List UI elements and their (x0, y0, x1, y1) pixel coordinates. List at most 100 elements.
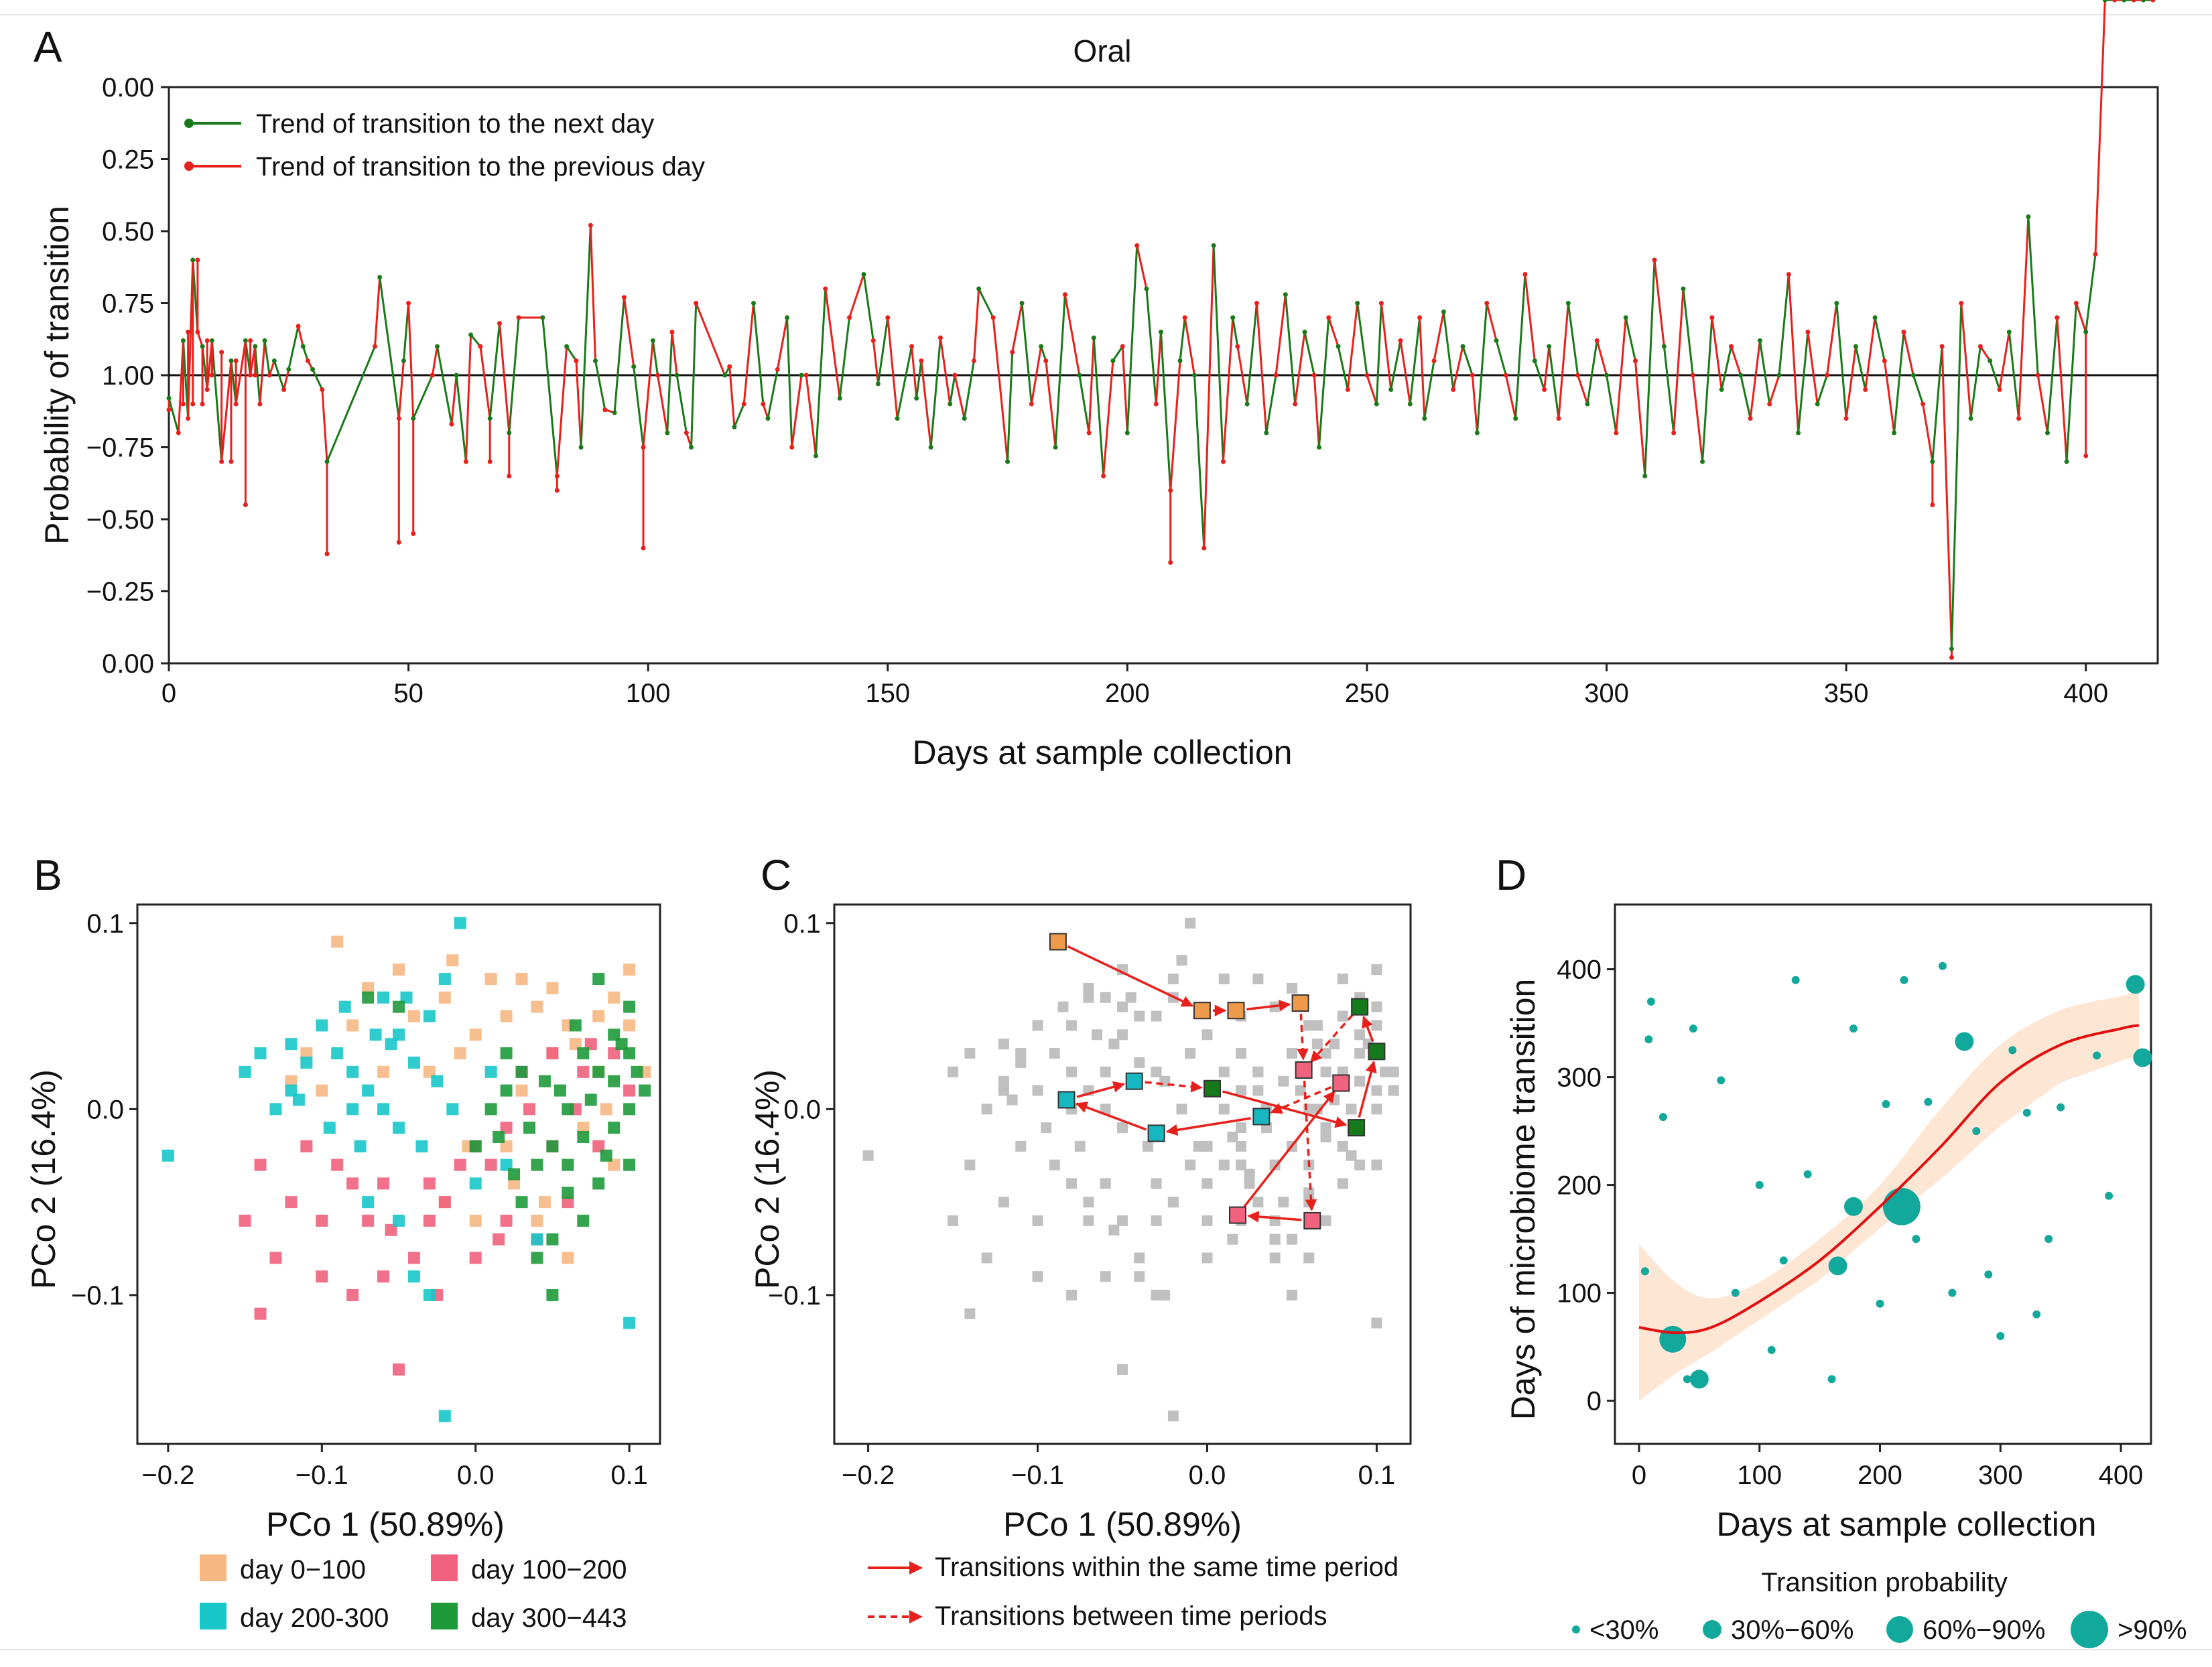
next-day-point (1460, 344, 1466, 349)
background-point (1278, 1075, 1289, 1087)
data-point (500, 1047, 513, 1060)
y-tick-label: 300 (1557, 1063, 1602, 1093)
next-day-point (487, 416, 493, 421)
series-segment (1577, 375, 1589, 405)
next-day-point (1503, 373, 1508, 378)
series-segment (1969, 346, 1981, 419)
series-segment (498, 323, 511, 434)
next-day-point (1134, 243, 1140, 248)
legend-label: day 100−200 (471, 1555, 627, 1585)
background-point (1015, 1057, 1027, 1068)
transition-arrow (1165, 1117, 1251, 1136)
next-day-point (674, 373, 679, 378)
x-tick-label: 400 (2099, 1461, 2144, 1490)
data-point (2057, 1103, 2065, 1112)
background-point (1388, 1085, 1399, 1096)
next-day-point (919, 358, 924, 363)
series-segment (1673, 288, 1685, 434)
transition-arrow (1303, 1080, 1317, 1211)
x-tick-label: 100 (1737, 1461, 1782, 1490)
previous-day-point (411, 531, 416, 536)
background-point (1303, 1187, 1315, 1199)
next-day-point (2073, 301, 2079, 306)
next-day-point (516, 315, 521, 320)
data-point (592, 1010, 605, 1022)
background-point (1057, 1001, 1069, 1012)
data-point (515, 1084, 528, 1097)
series-segment (1112, 346, 1124, 362)
data-point (438, 1196, 451, 1209)
data-point (1900, 976, 1908, 984)
y-tick-label: 200 (1557, 1171, 1602, 1201)
series-segment (283, 369, 290, 390)
x-tick-label: −0.2 (842, 1461, 895, 1490)
legend-title: Transition probability (1761, 1568, 2008, 1597)
data-point (1849, 1024, 1858, 1033)
series-segment (2065, 303, 2077, 462)
next-day-point (1853, 344, 1858, 349)
series-segment (464, 334, 472, 462)
next-day-point (813, 453, 818, 458)
data-point (584, 1093, 597, 1106)
next-day-point (1834, 301, 1839, 306)
data-point (1791, 976, 1800, 984)
panel-c-frame (833, 903, 1412, 1445)
data-point (500, 1084, 513, 1097)
data-point (377, 1103, 390, 1116)
series-segment (402, 303, 410, 361)
next-day-point (1513, 416, 1518, 421)
background-point (1236, 1140, 1247, 1152)
data-point (407, 1270, 420, 1283)
background-point (981, 1104, 992, 1115)
data-point (546, 1047, 559, 1060)
transition-arrow (1247, 1211, 1302, 1223)
y-tick-label: −0.25 (86, 578, 154, 607)
next-day-point (377, 275, 383, 280)
next-day-point (1709, 315, 1715, 320)
next-day-point (621, 295, 627, 300)
x-tick-label: 0 (1632, 1461, 1646, 1490)
series-segment (1998, 332, 2010, 390)
series-segment (1203, 245, 1215, 549)
data-point (1955, 1032, 1974, 1051)
next-day-point (204, 387, 210, 392)
series-segment (1155, 332, 1162, 405)
y-tick-label: 0 (1587, 1387, 1602, 1416)
background-point (1354, 1029, 1366, 1041)
legend-marker (184, 119, 194, 128)
transition-arrow (1243, 1090, 1336, 1208)
next-day-point (1316, 445, 1321, 450)
next-day-point (1872, 315, 1878, 320)
next-day-point (1388, 387, 1394, 392)
x-tick-label: 350 (1824, 679, 1869, 708)
data-point (1972, 1127, 1981, 1136)
series-segment (1922, 403, 1934, 462)
highlighted-point (1203, 1079, 1222, 1097)
next-day-point (2102, 0, 2107, 3)
background-point (1100, 1178, 1111, 1189)
next-day-point (243, 338, 248, 343)
legend-marker (1703, 1620, 1721, 1639)
next-day-point (195, 330, 200, 334)
next-day-point (1077, 373, 1082, 378)
next-day-point (972, 358, 977, 363)
series-segment (887, 317, 899, 419)
next-day-point (1264, 430, 1269, 436)
data-point (608, 1122, 621, 1134)
data-point (407, 1010, 420, 1022)
next-day-point (176, 430, 181, 436)
previous-day-point (487, 459, 493, 464)
series-segment (791, 375, 803, 448)
series-segment (436, 346, 453, 425)
background-point (1167, 974, 1179, 985)
background-point (998, 1085, 1009, 1096)
series-segment (1902, 332, 1914, 376)
background-point (1236, 1085, 1247, 1096)
data-point (407, 1056, 420, 1069)
next-day-point (761, 401, 766, 407)
next-day-point (1422, 416, 1427, 421)
next-day-point (2150, 0, 2156, 3)
background-point (1066, 1020, 1078, 1031)
background-point (1108, 1224, 1120, 1236)
next-day-point (1364, 373, 1370, 378)
